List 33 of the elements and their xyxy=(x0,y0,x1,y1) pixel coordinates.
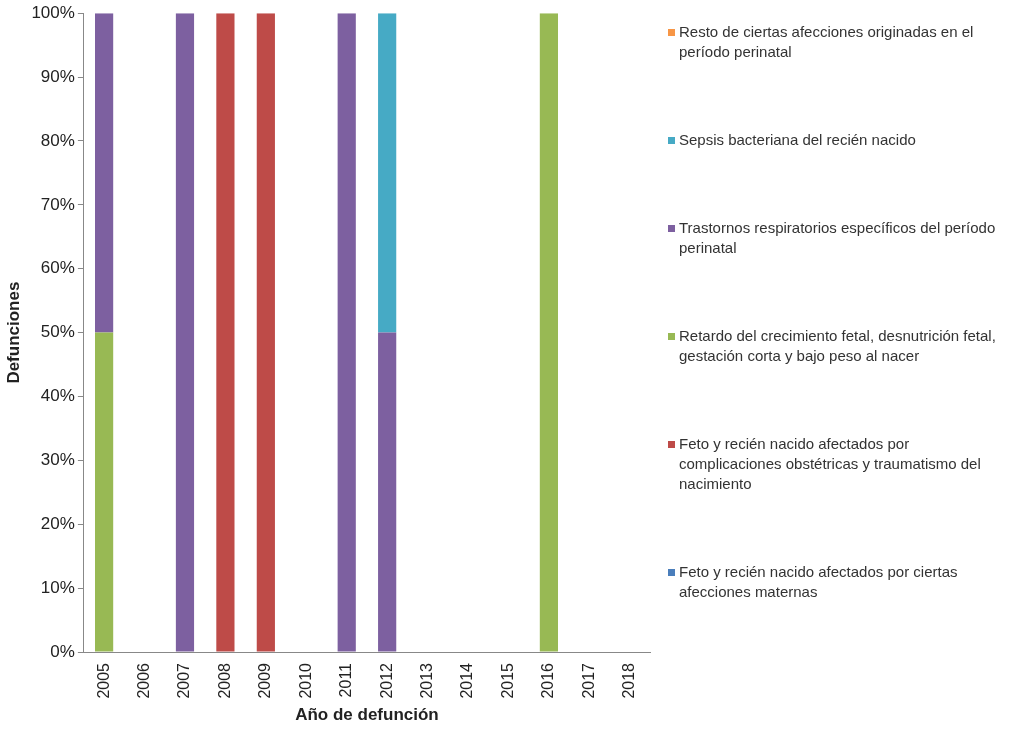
y-tick-label: 20% xyxy=(40,513,75,533)
x-tick-label: 2016 xyxy=(539,662,557,699)
x-tick-label: 2006 xyxy=(134,662,152,699)
x-tick-label: 2014 xyxy=(458,662,476,699)
y-axis-title: Defunciones xyxy=(3,281,23,384)
y-tick-label: 100% xyxy=(31,2,75,22)
x-tick-label: 2018 xyxy=(620,662,638,699)
legend-label: Trastornos respiratorios específicos del período perinatal xyxy=(679,218,997,258)
y-tick-label: 30% xyxy=(40,450,75,470)
x-tick-label: 2017 xyxy=(579,662,597,699)
x-tick-label: 2012 xyxy=(377,662,395,699)
y-tick-label: 80% xyxy=(40,130,75,150)
legend-label: Feto y recién nacido afectados por ciertas afecciones maternas xyxy=(679,562,959,602)
x-tick-label: 2013 xyxy=(418,662,435,699)
legend-label: Retardo del crecimiento fetal, desnutrición fetal, gestación corta y bajo peso al nacer xyxy=(679,326,997,366)
x-tick-label: 2015 xyxy=(498,662,516,699)
y-tick-label: 70% xyxy=(40,194,75,214)
x-tick-label: 2010 xyxy=(296,662,314,699)
y-tick-label: 50% xyxy=(40,322,75,342)
y-tick-label: 10% xyxy=(40,577,75,597)
x-tick-label: 2009 xyxy=(256,662,274,699)
y-tick-label: 90% xyxy=(40,66,75,86)
x-tick-label: 2005 xyxy=(94,662,112,699)
y-tick-label: 0% xyxy=(50,641,75,661)
x-tick-label: 2008 xyxy=(215,662,233,699)
x-tick-label: 2007 xyxy=(175,662,193,699)
legend-label: Sepsis bacteriana del recién nacido xyxy=(679,130,916,150)
x-tick-label: 2011 xyxy=(337,662,355,698)
x-axis-title: Año de defunción xyxy=(295,705,439,725)
legend-label: Feto y recién nacido afectados por complicaciones obstétricas y traumatismo del nacimiento xyxy=(679,434,982,494)
y-tick-label: 60% xyxy=(40,258,75,278)
y-tick-label: 40% xyxy=(40,386,75,406)
legend-label: Resto de ciertas afecciones originadas en el período perinatal xyxy=(679,22,975,62)
